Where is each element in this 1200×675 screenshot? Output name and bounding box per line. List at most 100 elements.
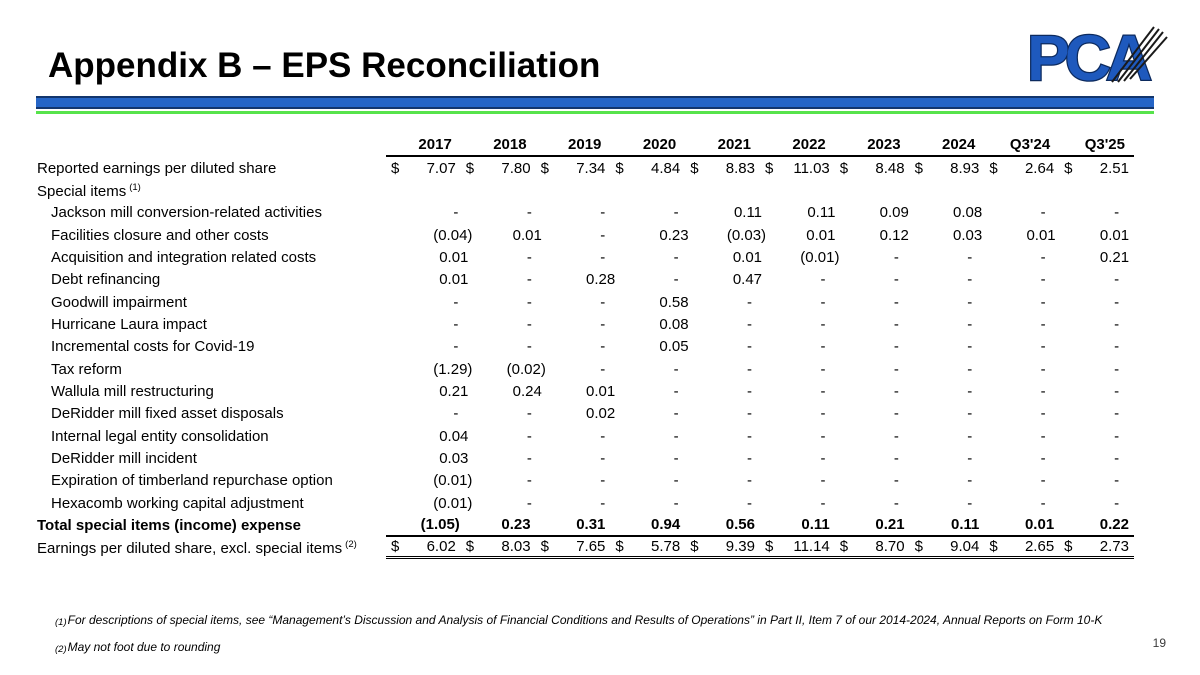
cell-value: - [526, 450, 532, 468]
cell-value: 7.07 [426, 159, 456, 177]
value-cell: $2.73 [1059, 538, 1134, 555]
value-cell: 0.58 [620, 294, 693, 311]
cell-value: 0.11 [807, 204, 836, 222]
value-cell: - [914, 338, 987, 355]
dollar-sign: $ [839, 159, 849, 177]
cell-value: - [600, 204, 606, 222]
dollar-sign: $ [391, 538, 400, 556]
value-cell: - [987, 271, 1060, 288]
value-cell: - [547, 338, 620, 355]
divider-green-line [36, 111, 1154, 114]
value-cell: - [473, 495, 546, 512]
value-cell: - [914, 405, 987, 422]
year-column-header: Q3'24 [1009, 136, 1051, 153]
row-label: DeRidder mill incident [51, 450, 197, 468]
cell-value: - [893, 338, 899, 356]
row-label: Special items (1) [37, 181, 141, 200]
cell-value: - [526, 316, 532, 334]
cell-value: - [1040, 338, 1046, 356]
dollar-sign: $ [764, 159, 774, 177]
cell-value: 0.01 [806, 226, 836, 244]
value-cell: 0.01 [400, 249, 473, 266]
dollar-sign: $ [540, 538, 549, 556]
year-column-header: 2017 [418, 136, 452, 153]
cell-value: - [820, 316, 826, 334]
value-cell: - [767, 316, 840, 333]
value-cell: - [473, 450, 546, 467]
cell-value: 0.31 [576, 516, 606, 534]
cell-value: 0.09 [879, 204, 909, 222]
value-cell: - [473, 316, 546, 333]
value-cell: - [1061, 383, 1134, 400]
value-cell: (0.03) [694, 227, 767, 244]
value-cell: - [1061, 472, 1134, 489]
year-column-header: 2024 [942, 136, 976, 153]
value-cell: - [1061, 338, 1134, 355]
value-cell: - [914, 495, 987, 512]
cell-value: - [526, 494, 532, 512]
value-cell: - [987, 472, 1060, 489]
cell-value: - [747, 450, 753, 468]
value-cell: $7.65 [536, 538, 611, 555]
value-cell: - [400, 338, 473, 355]
cell-value: 9.39 [725, 538, 755, 556]
value-cell: - [767, 338, 840, 355]
cell-value: 8.70 [875, 538, 905, 556]
value-cell: $8.93 [910, 160, 985, 177]
value-cell: - [473, 428, 546, 445]
value-cell: - [840, 338, 913, 355]
table-row: Internal legal entity consolidation 0.04 -… [37, 425, 1134, 447]
cell-value: 0.11 [951, 516, 980, 534]
value-cell: - [620, 249, 693, 266]
value-cell: - [473, 271, 546, 288]
cell-value: - [673, 383, 679, 401]
value-cell: 0.21 [835, 516, 910, 533]
page-title: Appendix B – EPS Reconciliation [48, 46, 601, 85]
cell-value: - [820, 405, 826, 423]
cell-value: - [893, 383, 899, 401]
value-cell: 0.21 [400, 383, 473, 400]
cell-value: - [967, 316, 973, 334]
cell-value: - [820, 427, 826, 445]
value-cell: - [767, 405, 840, 422]
value-cell: - [987, 495, 1060, 512]
cell-value: - [893, 472, 899, 490]
value-cell: 0.23 [620, 227, 693, 244]
cell-value: 0.01 [439, 271, 469, 289]
cell-value: - [600, 226, 606, 244]
value-cell: 0.03 [400, 450, 473, 467]
cell-value: (0.04) [433, 226, 473, 244]
cell-value: - [967, 383, 973, 401]
value-cell: (0.01) [767, 249, 840, 266]
row-values: $6.02 $8.03 $7.65 $5.78 $9.39 $11.14 $8.70 $9.0… [386, 537, 1134, 560]
value-cell: 0.22 [1059, 516, 1134, 533]
value-cell: - [400, 204, 473, 221]
value-cell: $11.03 [760, 160, 835, 177]
row-label: Incremental costs for Covid-19 [51, 338, 255, 356]
value-cell: - [1061, 204, 1134, 221]
table-row: Total special items (income) expense (1.0… [37, 515, 1134, 537]
cell-value: - [1114, 293, 1120, 311]
pca-logo-text: PCA [1027, 22, 1151, 94]
cell-value: 2.51 [1099, 159, 1129, 177]
row-values: - - - 0.58 - - - - - - [400, 291, 1134, 313]
value-cell: - [767, 271, 840, 288]
cell-value: - [1040, 383, 1046, 401]
cell-value: 2.65 [1024, 538, 1055, 556]
cell-value: - [673, 450, 679, 468]
cell-value: 0.11 [733, 204, 763, 222]
cell-value: 2.73 [1099, 538, 1129, 556]
table-row: Goodwill impairment - - - 0.58 - - - - - - [37, 291, 1134, 313]
cell-value: - [600, 316, 606, 334]
value-cell: (0.01) [400, 495, 473, 512]
divider-bar [36, 96, 1154, 109]
table-row: Expiration of timberland repurchase opti… [37, 470, 1134, 492]
value-cell: - [914, 450, 987, 467]
cell-value: - [967, 360, 973, 378]
value-cell: - [914, 428, 987, 445]
value-cell: - [547, 428, 620, 445]
value-cell: - [914, 271, 987, 288]
value-cell: - [620, 361, 693, 378]
cell-value: - [967, 338, 973, 356]
value-cell: - [1061, 450, 1134, 467]
